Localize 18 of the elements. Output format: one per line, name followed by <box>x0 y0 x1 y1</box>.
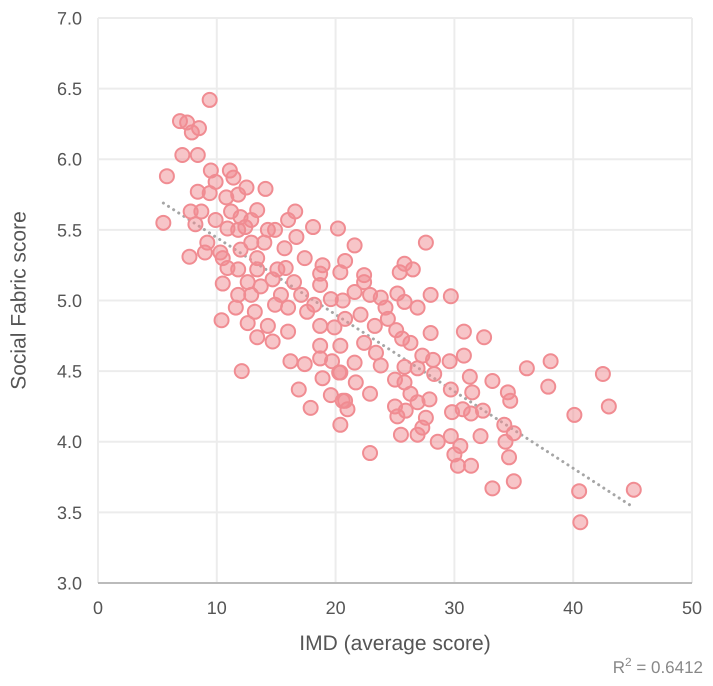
x-tick-label: 0 <box>92 598 104 618</box>
x-tick-label: 20 <box>326 598 346 618</box>
y-tick-label: 6.5 <box>56 79 82 100</box>
y-tick-label: 5.0 <box>56 290 82 311</box>
y-tick-label: 4.0 <box>56 432 82 452</box>
x-axis-title: IMD (average score) <box>299 632 491 655</box>
y-axis-title: Social Fabric score <box>7 211 30 390</box>
x-tick-label: 50 <box>682 598 702 618</box>
y-tick-label: 3.0 <box>56 573 82 594</box>
x-tick-label: 10 <box>206 598 227 618</box>
y-tick-label: 5.5 <box>56 220 82 240</box>
y-tick-label: 4.5 <box>56 362 82 382</box>
y-tick-label: 7.0 <box>56 8 82 28</box>
x-tick-label: 30 <box>444 598 464 618</box>
x-tick-label: 40 <box>563 598 584 618</box>
text: R$^{2}$ = 0.6412 <box>612 655 703 677</box>
y-tick-label: 3.5 <box>56 502 82 523</box>
y-tick-label: 6.0 <box>56 150 82 170</box>
